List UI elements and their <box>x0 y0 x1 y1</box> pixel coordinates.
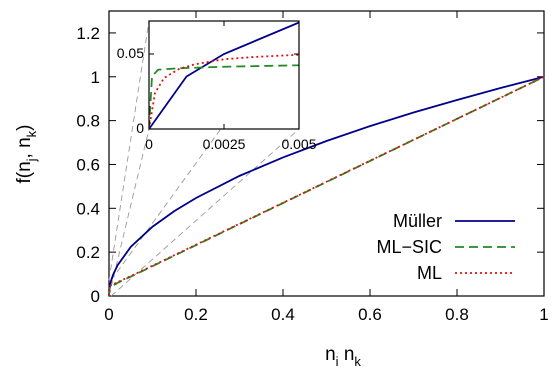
inset-series-group <box>149 21 299 129</box>
inset-y-tick-label: 0.05 <box>117 45 144 61</box>
main-x-tick-labels: 0 0.2 0.4 0.6 0.8 1 <box>104 305 548 324</box>
main-y-tick-labels: 0 0.2 0.4 0.6 0.8 1 1.2 <box>76 24 100 306</box>
y-tick-label: 0.4 <box>76 199 100 218</box>
main-series-group <box>108 75 545 297</box>
y-tick-label: 0.2 <box>76 243 100 262</box>
main-plot-frame <box>108 10 545 297</box>
x-tick-label: 0 <box>104 305 113 324</box>
y-axis-label: f(nj, nk) <box>14 124 39 183</box>
x-axis-label-base-1: n <box>325 344 336 365</box>
inset-x-tick-label: 0 <box>145 136 153 152</box>
x-tick-label: 0.4 <box>271 305 295 324</box>
legend-label-ml-sic: ML−SIC <box>376 237 442 257</box>
series-line-ml-sic <box>108 75 545 297</box>
inset-x-tick-labels: 0 0.0025 0.005 <box>145 136 317 152</box>
inset-series-line-ml-sic <box>149 64 299 129</box>
series-line-ml <box>108 75 545 297</box>
legend-label-m-ller: Müller <box>393 211 442 231</box>
inset-x-tick-label: 0.005 <box>281 136 316 152</box>
inset-series-line-m-ller <box>149 21 299 129</box>
x-tick-label: 1 <box>539 305 548 324</box>
legend: Müller ML−SIC ML <box>376 211 515 283</box>
zoom-guide-line <box>108 128 150 297</box>
x-tick-label: 0.8 <box>445 305 469 324</box>
series-line-m-ller <box>108 75 545 297</box>
y-tick-label: 0.8 <box>76 112 100 131</box>
legend-label-ml: ML <box>417 263 442 283</box>
x-axis-label: ni nk <box>325 344 361 369</box>
inset-background <box>149 21 299 129</box>
y-axis-label-sub-1: j <box>24 158 39 162</box>
y-tick-label: 1.2 <box>76 24 100 43</box>
x-axis-label-sub-1: i <box>336 354 339 369</box>
zoom-guide-line <box>110 128 300 297</box>
x-tick-label: 0.6 <box>358 305 382 324</box>
x-axis-label-sub-2: k <box>354 354 361 369</box>
zoom-guide-line <box>108 20 150 281</box>
inset-y-tick-label: 0 <box>136 120 144 136</box>
inset-y-tick-labels: 00.05 <box>117 45 144 136</box>
inset-tick-marks <box>148 21 300 130</box>
y-axis-label-sub-2: k <box>24 130 39 137</box>
y-tick-label: 0 <box>91 287 100 306</box>
y-axis-label-mid: , n <box>14 137 35 158</box>
y-axis-label-end: ) <box>14 124 35 130</box>
y-tick-label: 0.6 <box>76 155 100 174</box>
y-axis-label-base: f(n <box>14 161 35 183</box>
y-tick-label: 1 <box>91 68 100 87</box>
inset-x-tick-label: 0.0025 <box>203 136 246 152</box>
x-tick-label: 0.2 <box>184 305 208 324</box>
x-axis-label-mid: n <box>339 344 355 365</box>
